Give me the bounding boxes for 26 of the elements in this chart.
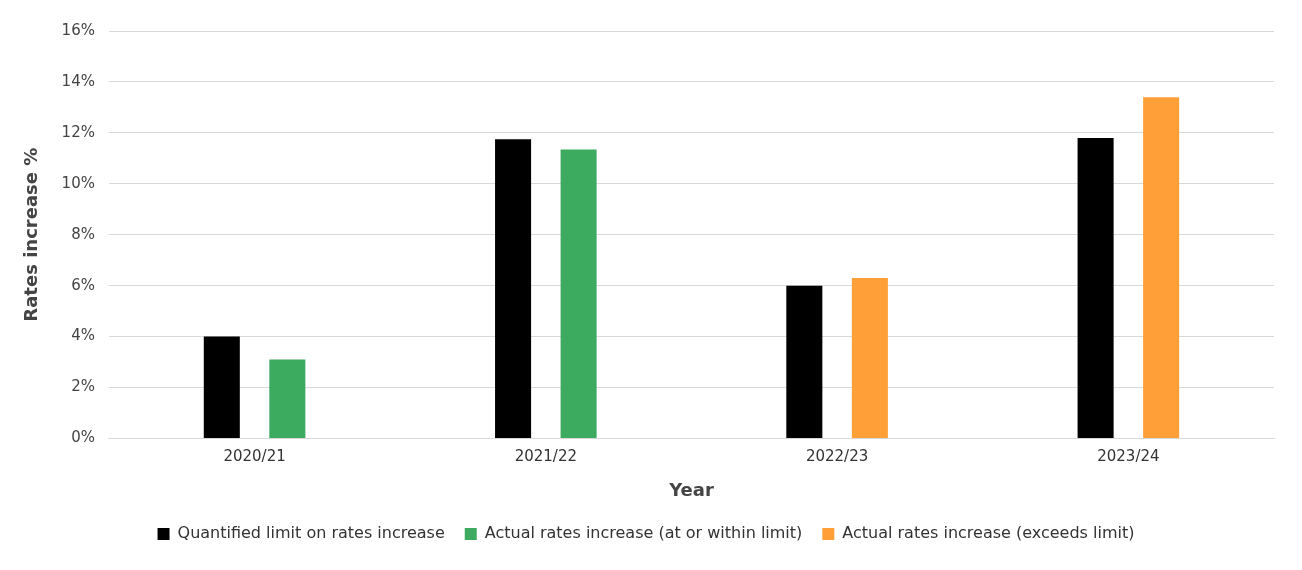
bar <box>495 139 532 438</box>
bar <box>560 149 597 438</box>
bar <box>269 359 306 438</box>
y-axis-title: Rates increase % <box>20 147 42 322</box>
x-axis-title: Year <box>668 478 714 500</box>
y-tick-label: 0% <box>71 428 95 447</box>
legend-label: Actual rates increase (exceeds limit) <box>842 523 1135 543</box>
y-tick-label: 2% <box>71 377 95 396</box>
x-tick-label: 2023/24 <box>1097 447 1160 466</box>
bar <box>1143 97 1180 438</box>
bar <box>786 285 823 438</box>
y-tick-label: 16% <box>61 20 95 39</box>
y-tick-label: 6% <box>71 275 95 294</box>
bar <box>851 277 888 438</box>
bar <box>203 336 240 438</box>
x-tick-label: 2020/21 <box>223 447 286 466</box>
legend-label: Quantified limit on rates increase <box>177 523 445 543</box>
y-tick-label: 4% <box>71 326 95 345</box>
y-tick-label: 12% <box>61 122 95 141</box>
bar <box>1077 137 1114 438</box>
y-tick-label: 14% <box>61 71 95 90</box>
legend-label: Actual rates increase (at or within limit) <box>484 523 803 543</box>
y-tick-label: 10% <box>61 173 95 192</box>
x-tick-label: 2022/23 <box>805 447 869 466</box>
x-tick-label: 2021/22 <box>514 447 577 466</box>
y-tick-label: 8% <box>71 224 95 243</box>
